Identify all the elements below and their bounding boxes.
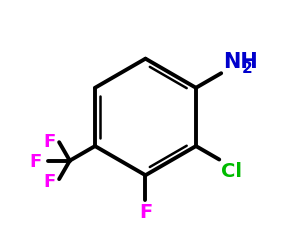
Text: 2: 2: [242, 61, 253, 76]
Text: Cl: Cl: [221, 161, 242, 180]
Text: F: F: [43, 173, 55, 190]
Text: F: F: [43, 133, 55, 151]
Text: NH: NH: [223, 52, 258, 72]
Text: F: F: [139, 202, 152, 221]
Text: F: F: [29, 152, 41, 170]
